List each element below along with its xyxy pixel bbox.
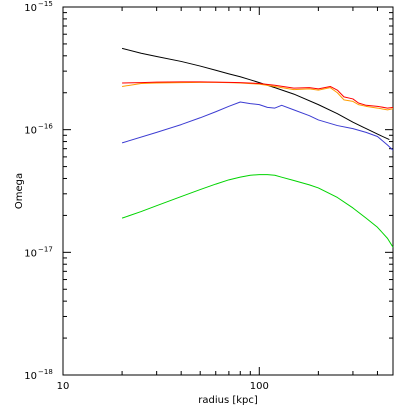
plot-frame bbox=[62, 6, 394, 376]
y-axis-label: Omega bbox=[14, 173, 25, 209]
series-line-1 bbox=[121, 47, 390, 141]
series-line-5 bbox=[121, 174, 394, 248]
y-tick-label: 10 bbox=[24, 371, 37, 382]
y-tick-label: 10 bbox=[24, 248, 37, 259]
y-tick-exponent: −16 bbox=[38, 123, 53, 131]
series-line-3 bbox=[122, 81, 394, 109]
series-layer bbox=[121, 47, 394, 248]
series-line-2 bbox=[122, 81, 394, 111]
x-tick-label: 100 bbox=[250, 381, 269, 392]
y-tick-exponent: −17 bbox=[38, 245, 53, 253]
series-line-4 bbox=[121, 101, 394, 151]
y-tick-exponent: −18 bbox=[38, 368, 53, 376]
axis-ticks bbox=[62, 6, 393, 376]
y-tick-label: 10 bbox=[24, 3, 37, 14]
x-tick-label: 10 bbox=[57, 381, 70, 392]
x-axis-label: radius [kpc] bbox=[198, 395, 258, 406]
y-tick-exponent: −15 bbox=[38, 0, 53, 8]
y-tick-label: 10 bbox=[24, 126, 37, 137]
